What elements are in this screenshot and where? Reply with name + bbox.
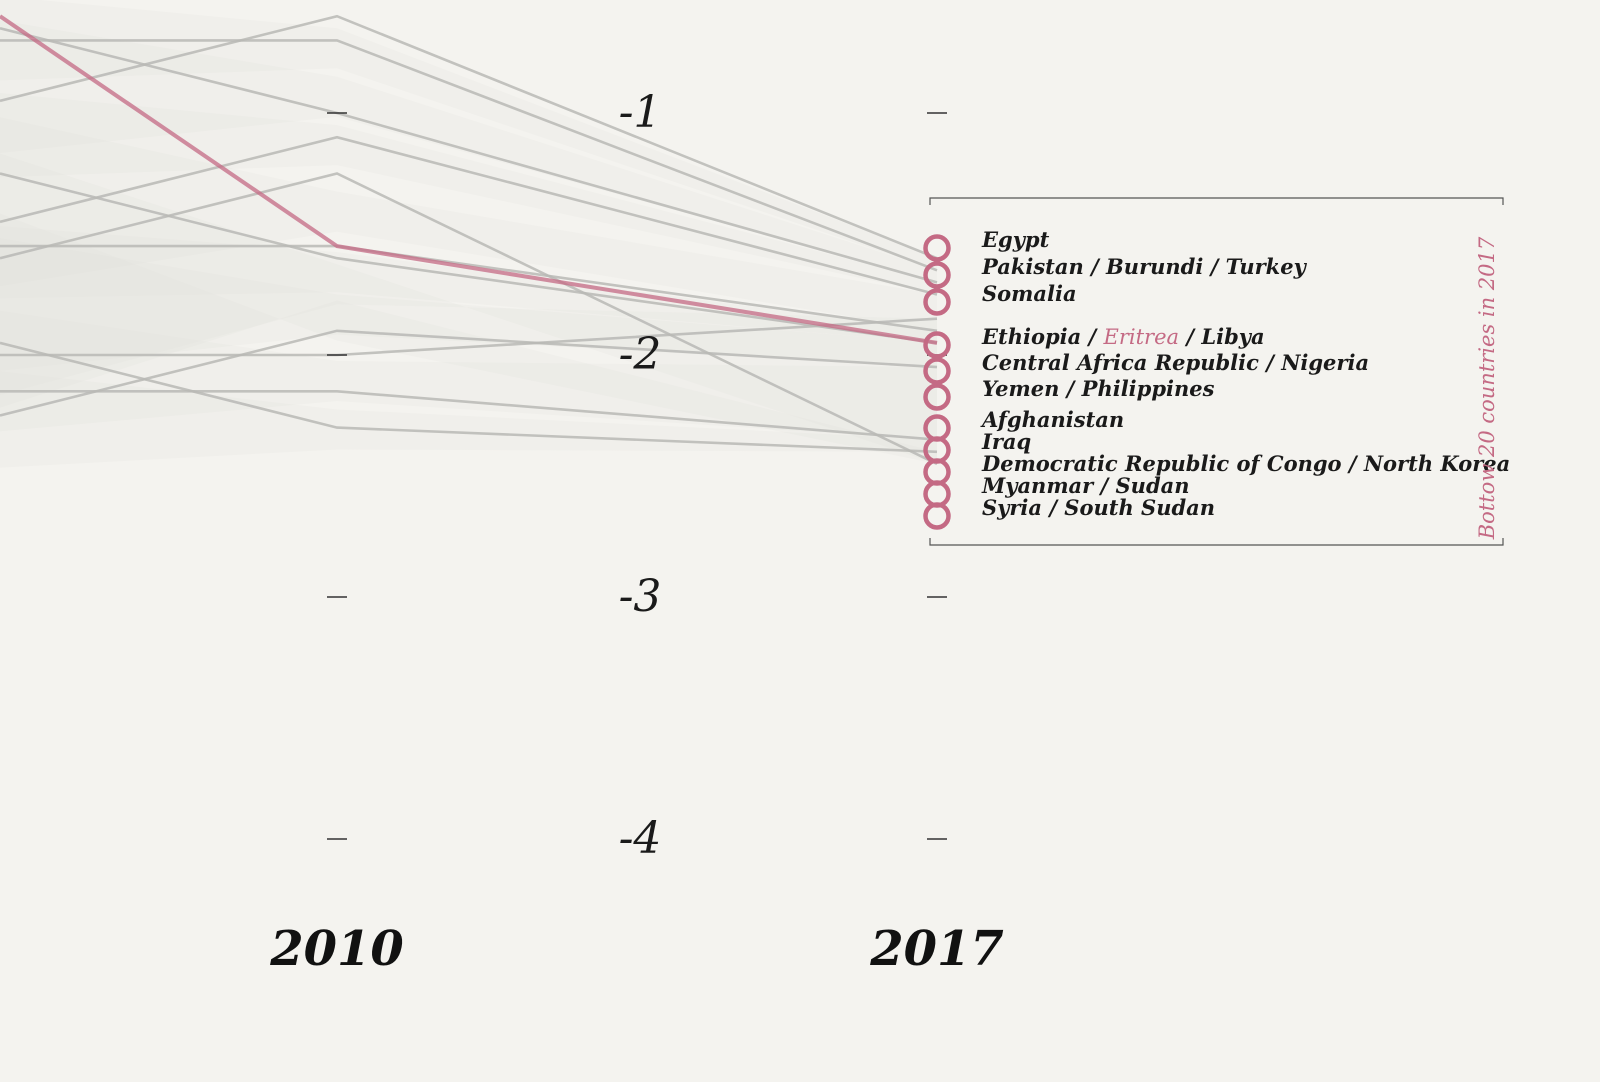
country-label: Egypt (981, 227, 1050, 252)
rank-marker (923, 261, 951, 289)
rank-marker (923, 288, 951, 316)
band-area (0, 310, 937, 440)
country-label: Iraq (981, 429, 1031, 454)
country-label: Ethiopia / Eritrea / Libya (981, 324, 1265, 349)
country-line (0, 135, 938, 296)
country-line (0, 389, 938, 441)
country-line (0, 172, 938, 466)
country-label: Afghanistan (980, 407, 1124, 432)
highlighted-country: Eritrea (1103, 325, 1180, 349)
axes: -1 -2 -3 -4 2010 2017 (269, 87, 1004, 977)
country-name: Somalia (982, 281, 1077, 306)
country-label: Democratic Republic of Congo / North Kor… (981, 451, 1510, 476)
rank-marker (923, 357, 951, 385)
country-name: Syria / South Sudan (982, 495, 1215, 520)
y-tick-label: -2 (619, 329, 662, 380)
bracket-note: Bottow 20 countries in 2017 (1475, 236, 1499, 540)
highlight-line (0, 14, 938, 345)
country-line (0, 341, 938, 454)
country-label: Syria / South Sudan (982, 495, 1215, 520)
country-line (0, 172, 938, 345)
country-name: Central Africa Republic / Nigeria (982, 350, 1369, 375)
rank-marker (923, 502, 951, 530)
country-name: Ethiopia / (981, 324, 1104, 349)
bottom-20-bracket: Bottow 20 countries in 2017 (929, 197, 1504, 546)
country-name: Pakistan / Burundi / Turkey (981, 254, 1308, 279)
country-lines (0, 14, 938, 466)
rank-marker (923, 458, 951, 486)
country-label: Myanmar / Sudan (981, 473, 1190, 498)
country-label: Central Africa Republic / Nigeria (982, 350, 1369, 375)
y-tick-label: -3 (619, 571, 662, 622)
country-name: Iraq (981, 429, 1031, 454)
x-year-label: 2010 (269, 921, 404, 977)
y-tick-label: -1 (619, 87, 662, 138)
country-line (0, 14, 938, 260)
bracket-bottom (929, 538, 1504, 546)
band-area (0, 93, 937, 295)
country-line (0, 329, 938, 417)
country-label: Yemen / Philippines (982, 376, 1215, 401)
country-name: / Libya (1179, 324, 1265, 349)
rank-markers (923, 234, 951, 530)
rank-marker (923, 480, 951, 508)
rank-marker (923, 331, 951, 359)
rank-marker (923, 383, 951, 411)
country-name: Egypt (981, 227, 1050, 252)
country-name: Myanmar / Sudan (981, 473, 1190, 498)
rank-marker (923, 234, 951, 262)
x-year-label: 2017 (869, 921, 1004, 977)
highlight-series-line (0, 14, 938, 345)
y-tick-label: -4 (619, 813, 662, 864)
band-area (0, 238, 937, 371)
bracket-top (929, 197, 1504, 205)
country-label: Pakistan / Burundi / Turkey (981, 254, 1308, 279)
country-label: Somalia (982, 281, 1077, 306)
country-name: Democratic Republic of Congo / North Kor… (981, 451, 1510, 476)
country-name: Afghanistan (980, 407, 1124, 432)
band-area (0, 117, 937, 331)
country-name: Yemen / Philippines (982, 376, 1215, 401)
band-area (0, 226, 937, 343)
country-line (0, 39, 938, 272)
band-area (0, 0, 937, 271)
